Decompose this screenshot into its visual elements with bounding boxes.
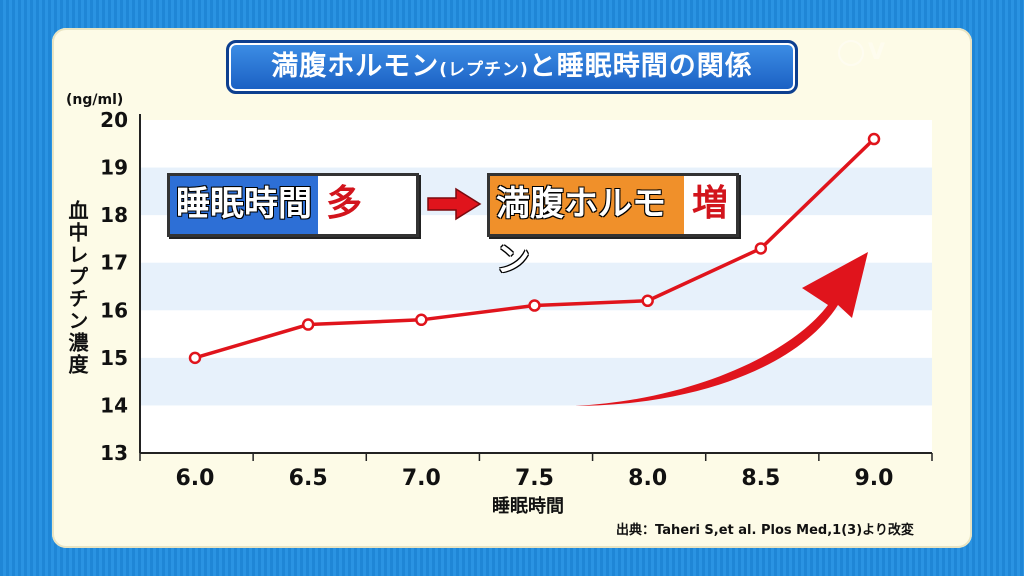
data-point [641,294,654,308]
y-tick-label: 20 [100,108,128,132]
satiety-hormone-label-box: 満腹ホルモン 増 [487,173,739,280]
channel-logo: V [838,40,885,66]
data-point [528,299,541,312]
y-tick-label: 16 [100,298,128,322]
y-tick-label: 19 [100,156,128,180]
data-point [867,132,881,146]
y-unit-label: (ng/ml) [66,92,124,108]
chart-title: 満腹ホルモン(レプチン)と睡眠時間の関係 [226,40,798,94]
x-tick-label: 9.0 [855,466,894,491]
x-tick-label: 6.5 [289,466,328,491]
y-tick-label: 17 [100,251,128,275]
y-tick-label: 13 [100,441,128,465]
sleep-time-label-box: 睡眠時間 多 [167,173,419,237]
data-point [415,313,428,327]
x-tick-label: 8.5 [741,466,780,491]
increase-tag: 増 [683,176,736,234]
y-tick-label: 14 [100,393,128,417]
x-tick-label: 6.0 [176,466,215,491]
x-tick-label: 7.0 [402,466,441,491]
satiety-hormone-text: 満腹ホルモン [490,176,684,280]
y-tick-label: 18 [100,203,128,227]
more-tag: 多 [318,176,371,234]
data-point [301,318,315,331]
right-arrow-icon [427,187,482,221]
data-point [754,242,768,255]
x-tick-label: 7.5 [515,466,554,491]
x-tick-label: 8.0 [628,466,667,491]
big-red-arrow [575,252,868,406]
x-axis-label: 睡眠時間 [492,496,564,517]
source-citation: 出典：Taheri S,et al. Plos Med,1(3)より改変 [616,523,914,538]
sleep-time-text: 睡眠時間 [170,176,318,234]
data-point [188,351,202,365]
grid-band [140,357,932,406]
y-axis-label: 血中レプチン濃度 [65,200,89,376]
y-tick-label: 15 [100,346,128,370]
